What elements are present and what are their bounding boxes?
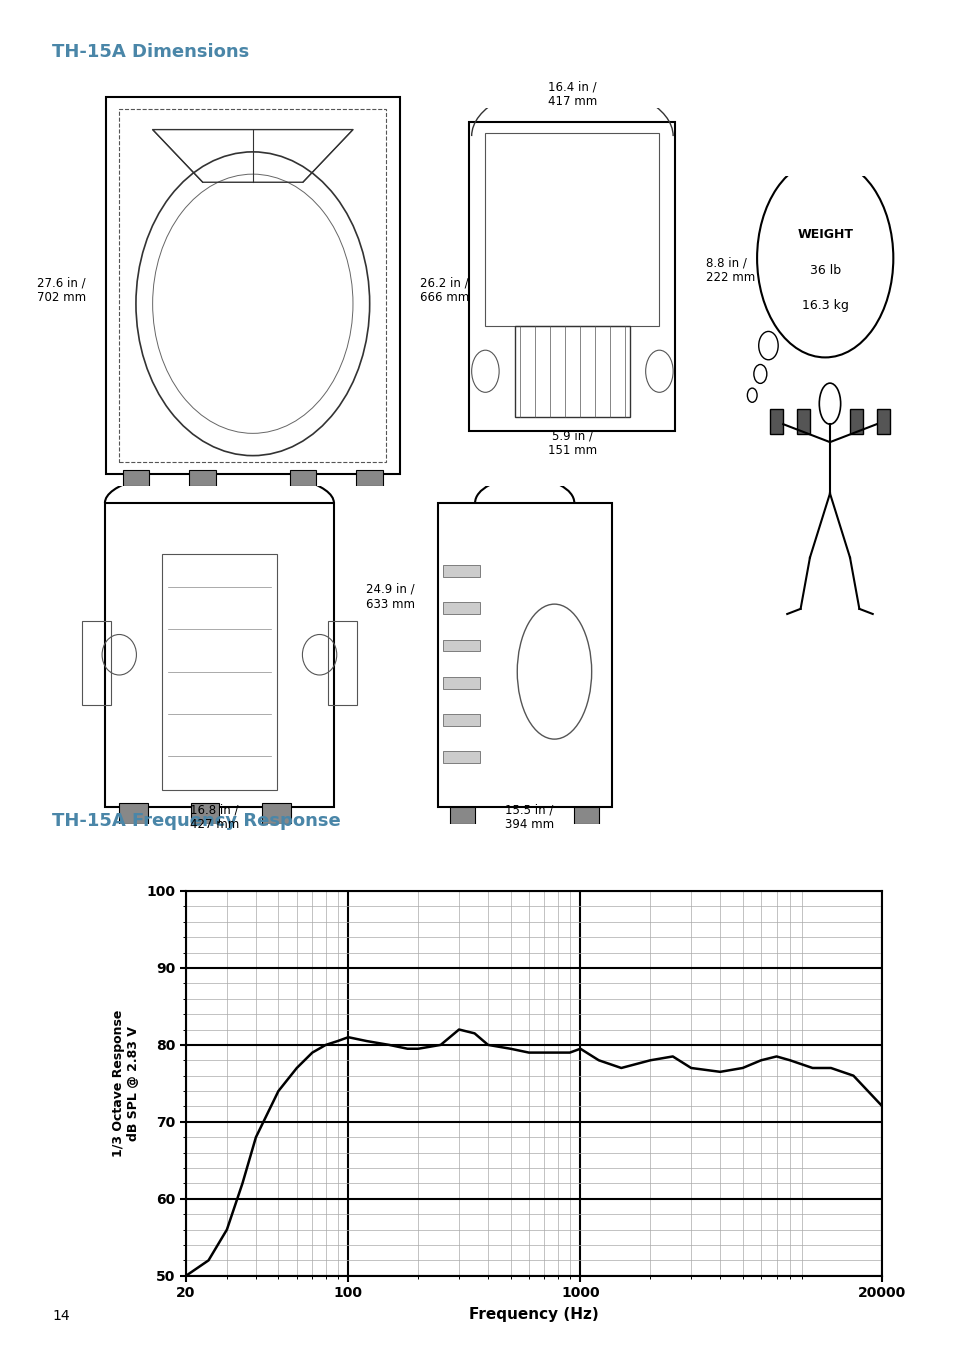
- Bar: [450, 807, 475, 824]
- Bar: [289, 470, 315, 486]
- Bar: [82, 621, 111, 705]
- Bar: [328, 621, 356, 705]
- Bar: [191, 803, 219, 824]
- Bar: [442, 602, 479, 614]
- Text: TH-15A Dimensions: TH-15A Dimensions: [52, 43, 250, 61]
- Text: TH-15A Frequency Response: TH-15A Frequency Response: [52, 813, 341, 830]
- Bar: [442, 714, 479, 726]
- Bar: [574, 807, 598, 824]
- Bar: [119, 803, 148, 824]
- Bar: [106, 97, 399, 474]
- Y-axis label: 1/3 Octave Response
dB SPL @ 2.83 V: 1/3 Octave Response dB SPL @ 2.83 V: [112, 1010, 139, 1157]
- Text: 24.9 in /
633 mm: 24.9 in / 633 mm: [366, 583, 415, 610]
- Bar: [796, 409, 809, 435]
- Bar: [122, 470, 149, 486]
- Bar: [442, 676, 479, 688]
- Bar: [849, 409, 862, 435]
- Text: 26.2 in /
666 mm: 26.2 in / 666 mm: [419, 277, 469, 304]
- Bar: [769, 409, 782, 435]
- Bar: [876, 409, 889, 435]
- X-axis label: Frequency (Hz): Frequency (Hz): [469, 1307, 598, 1322]
- Bar: [437, 504, 611, 807]
- Text: 16.8 in /
427 mm: 16.8 in / 427 mm: [190, 803, 239, 832]
- Text: 36 lb: 36 lb: [809, 263, 840, 277]
- Bar: [355, 470, 382, 486]
- Bar: [485, 132, 659, 325]
- Text: 15.5 in /
394 mm: 15.5 in / 394 mm: [504, 803, 554, 832]
- Bar: [442, 751, 479, 763]
- Bar: [469, 122, 675, 431]
- Bar: [105, 504, 334, 807]
- Bar: [119, 109, 386, 462]
- Text: 16.3 kg: 16.3 kg: [801, 298, 848, 312]
- Text: WEIGHT: WEIGHT: [797, 228, 852, 242]
- Bar: [442, 640, 479, 652]
- Bar: [262, 803, 291, 824]
- Text: 27.6 in /
702 mm: 27.6 in / 702 mm: [37, 277, 86, 304]
- Bar: [162, 554, 276, 790]
- Bar: [515, 325, 629, 417]
- Text: 5.9 in /
151 mm: 5.9 in / 151 mm: [547, 429, 597, 458]
- Bar: [442, 566, 479, 578]
- Text: 14: 14: [52, 1310, 70, 1323]
- Text: 16.4 in /
417 mm: 16.4 in / 417 mm: [547, 80, 597, 108]
- Text: 8.8 in /
222 mm: 8.8 in / 222 mm: [705, 256, 755, 284]
- Bar: [189, 470, 215, 486]
